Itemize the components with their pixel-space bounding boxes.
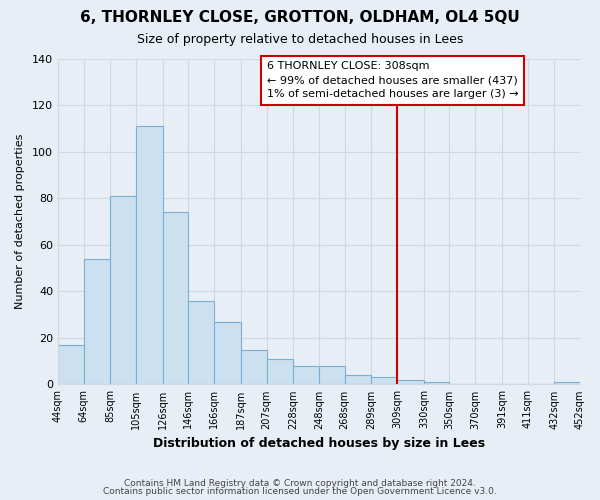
Bar — [58, 345, 83, 385]
Bar — [424, 382, 449, 384]
Bar — [241, 350, 266, 384]
Bar — [163, 212, 188, 384]
X-axis label: Distribution of detached houses by size in Lees: Distribution of detached houses by size … — [153, 437, 485, 450]
Bar — [371, 378, 397, 384]
Bar — [554, 382, 580, 384]
Y-axis label: Number of detached properties: Number of detached properties — [15, 134, 25, 310]
Bar — [266, 359, 293, 384]
Bar — [136, 126, 163, 384]
Bar — [319, 366, 344, 384]
Text: 6 THORNLEY CLOSE: 308sqm
← 99% of detached houses are smaller (437)
1% of semi-d: 6 THORNLEY CLOSE: 308sqm ← 99% of detach… — [266, 62, 518, 100]
Text: Size of property relative to detached houses in Lees: Size of property relative to detached ho… — [137, 32, 463, 46]
Bar — [397, 380, 424, 384]
Text: Contains public sector information licensed under the Open Government Licence v3: Contains public sector information licen… — [103, 487, 497, 496]
Text: Contains HM Land Registry data © Crown copyright and database right 2024.: Contains HM Land Registry data © Crown c… — [124, 478, 476, 488]
Bar — [188, 300, 214, 384]
Text: 6, THORNLEY CLOSE, GROTTON, OLDHAM, OL4 5QU: 6, THORNLEY CLOSE, GROTTON, OLDHAM, OL4 … — [80, 10, 520, 25]
Bar — [293, 366, 319, 384]
Bar — [214, 322, 241, 384]
Bar — [344, 375, 371, 384]
Bar — [83, 259, 110, 384]
Bar — [110, 196, 136, 384]
